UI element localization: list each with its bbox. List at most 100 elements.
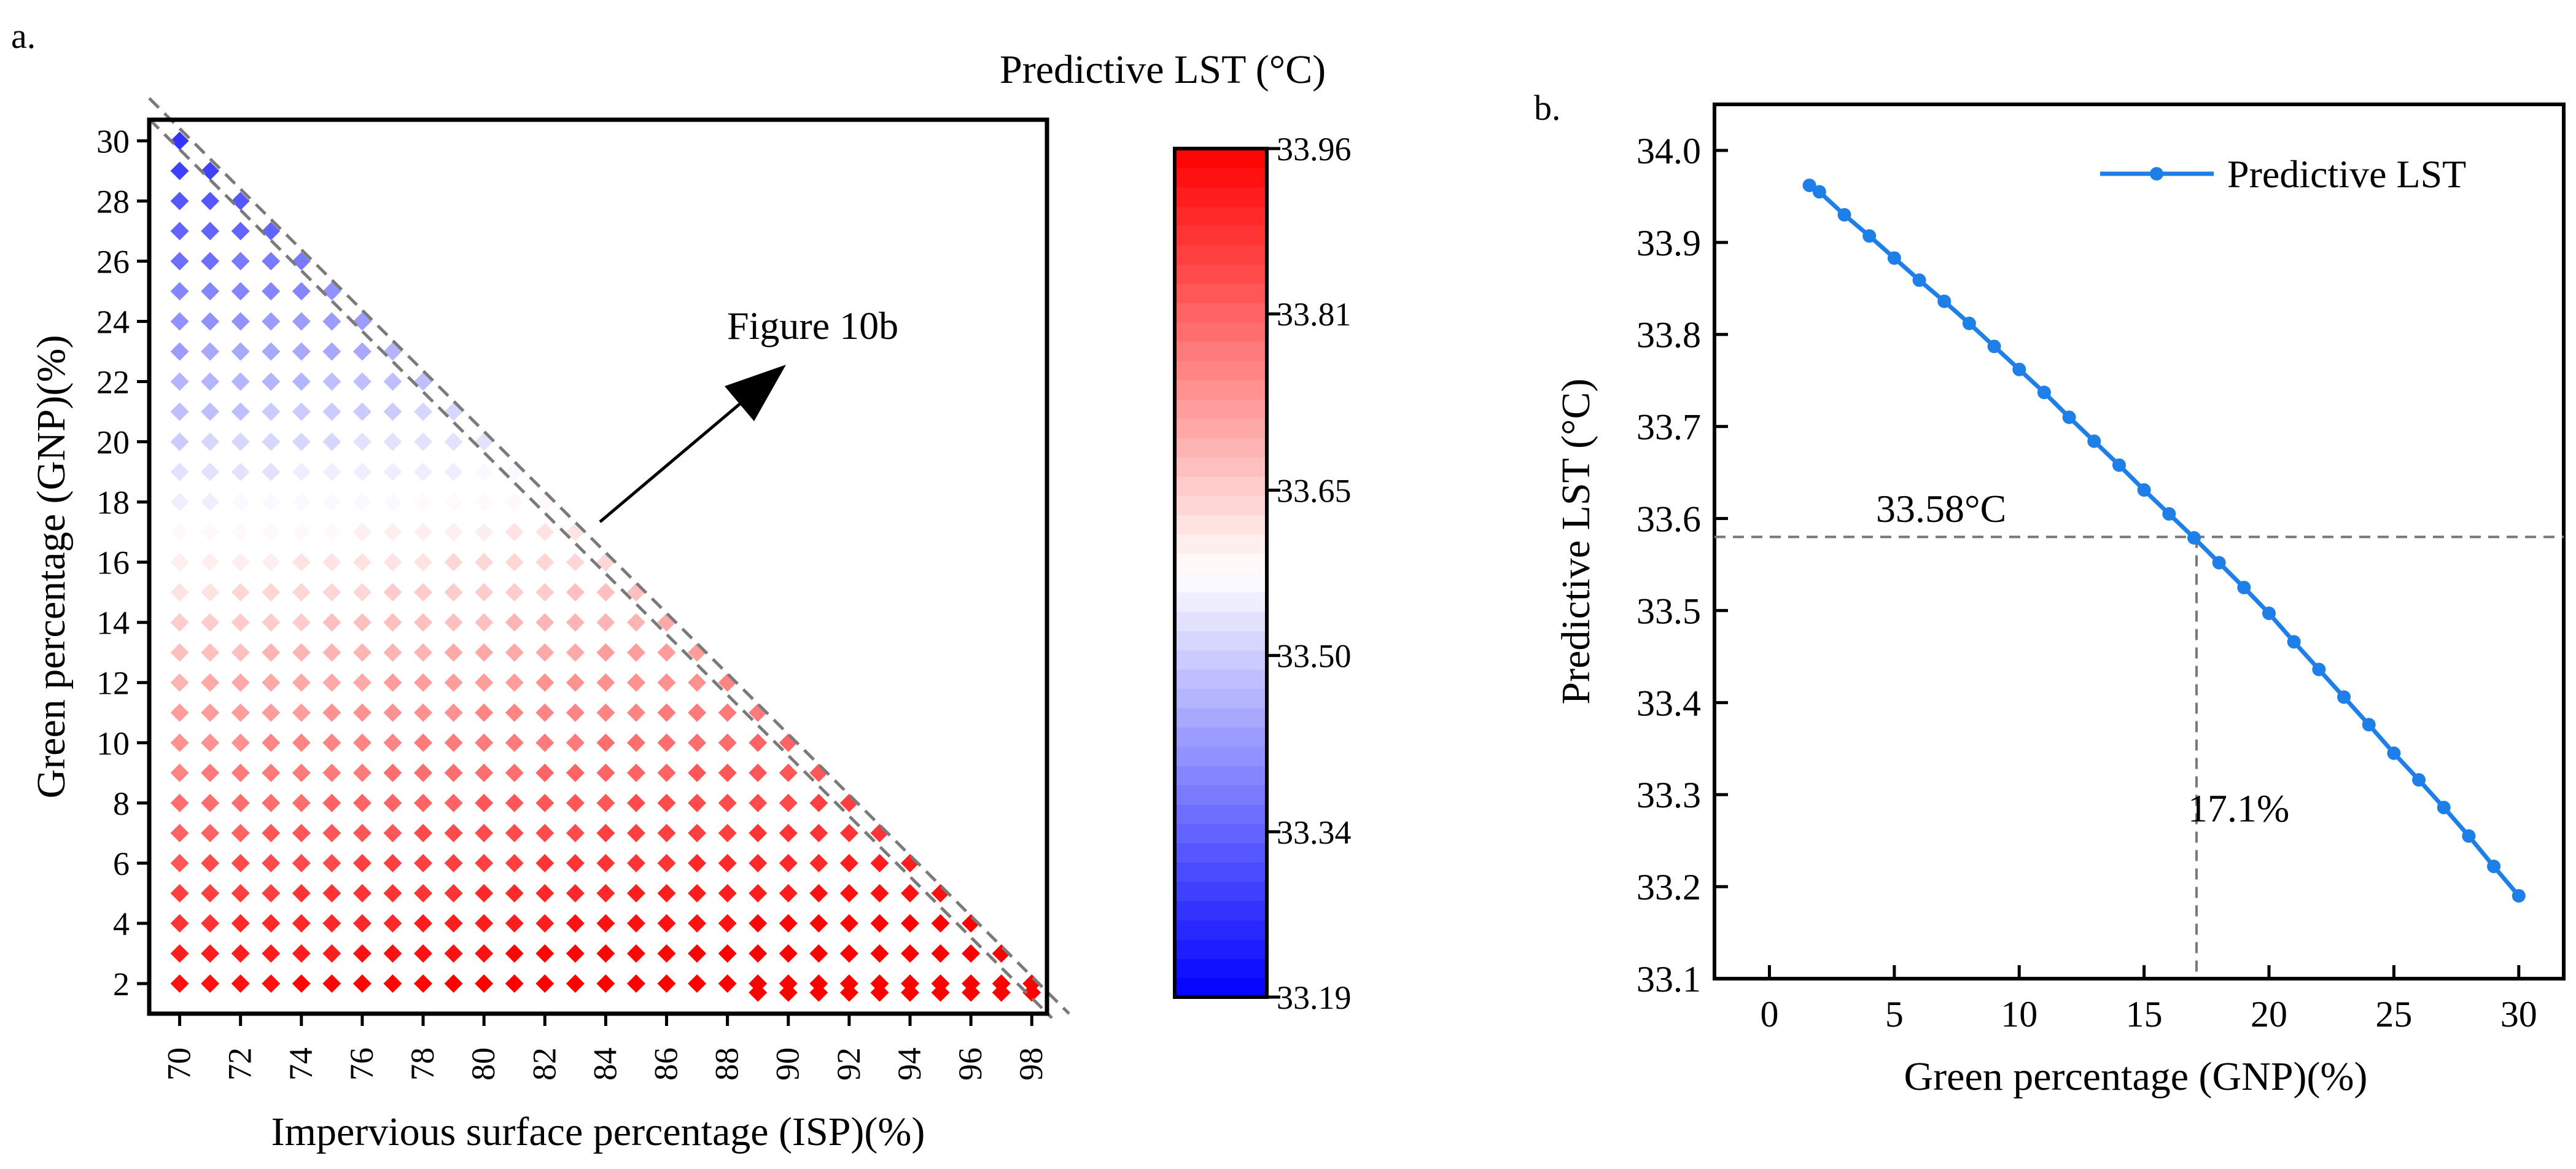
heatmap-point [292, 733, 311, 752]
heatmap-point [566, 553, 585, 572]
heatmap-point [535, 613, 555, 632]
colorbar-band [1175, 438, 1267, 458]
heatmap-point [414, 823, 433, 842]
heatmap-point [352, 312, 372, 331]
heatmap-point [231, 462, 250, 481]
heatmap-point [292, 944, 311, 963]
heatmap-point [535, 673, 555, 692]
heatmap-point [262, 312, 281, 331]
colorbar-title: Predictive LST (°C) [1000, 47, 1326, 92]
heatmap-point [352, 522, 372, 542]
heatmap-point [657, 853, 676, 872]
heatmap-point [505, 673, 524, 692]
heatmap-point [749, 733, 768, 752]
heatmap-point [414, 613, 433, 632]
heatmap-point [262, 222, 281, 241]
heatmap-point [322, 432, 341, 451]
heatmap-point [657, 974, 676, 993]
figure-10b-arrow [599, 395, 750, 523]
heatmap-point [718, 914, 737, 933]
heatmap-point [414, 553, 433, 572]
heatmap-point [352, 432, 372, 451]
data-point [1937, 294, 1951, 308]
heatmap-point [688, 673, 707, 692]
data-point [1987, 340, 2001, 354]
heatmap-point [170, 884, 189, 903]
heatmap-point [444, 522, 463, 542]
colorbar-band [1175, 669, 1267, 689]
heatmap-point [383, 884, 402, 903]
heatmap-point [535, 763, 555, 782]
heatmap-point [749, 944, 768, 963]
heatmap-point [505, 914, 524, 933]
heatmap-point [718, 733, 737, 752]
heatmap-point [475, 613, 494, 632]
heatmap-point [900, 944, 919, 963]
heatmap-point [170, 793, 189, 812]
heatmap-point [322, 342, 341, 361]
heatmap-point [566, 733, 585, 752]
heatmap-point [414, 492, 433, 511]
heatmap-point [718, 974, 737, 993]
colorbar-band [1175, 727, 1267, 747]
heatmap-point [170, 432, 189, 451]
data-point [1962, 316, 1976, 330]
heatmap-point [870, 914, 889, 933]
heatmap-point [383, 703, 402, 722]
heatmap-point [718, 853, 737, 872]
heatmap-point [444, 673, 463, 692]
data-point [2087, 434, 2101, 448]
heatmap-point [444, 492, 463, 511]
heatmap-point [322, 462, 341, 481]
heatmap-point [475, 492, 494, 511]
heatmap-point [231, 703, 250, 722]
heatmap-point [352, 583, 372, 602]
colorbar-band [1175, 283, 1267, 303]
heatmap-point [566, 944, 585, 963]
heatmap-point [231, 643, 250, 662]
heatmap-y-tick-label: 2 [113, 966, 130, 1003]
heatmap-points [170, 131, 1041, 1002]
heatmap-point [262, 643, 281, 662]
heatmap-point [352, 974, 372, 993]
heatmap-point [505, 793, 524, 812]
heatmap-point [839, 884, 858, 903]
heatmap-point [322, 703, 341, 722]
heatmap-point [201, 673, 220, 692]
heatmap-point [170, 643, 189, 662]
heatmap-point [383, 974, 402, 993]
heatmap-point [596, 733, 615, 752]
heatmap-point [475, 522, 494, 542]
heatmap-point [505, 733, 524, 752]
heatmap-point [809, 884, 828, 903]
heatmap-y-tick-label: 16 [96, 545, 130, 581]
heatmap-point [292, 553, 311, 572]
data-point [2287, 635, 2301, 649]
heatmap-point [292, 643, 311, 662]
legend: Predictive LST [2100, 152, 2466, 196]
heatmap-point [414, 462, 433, 481]
heatmap-point [688, 853, 707, 872]
heatmap-point [292, 462, 311, 481]
heatmap-point [322, 853, 341, 872]
data-point [1812, 185, 1826, 199]
heatmap-point [322, 372, 341, 391]
heatmap-point [657, 823, 676, 842]
heatmap-point [931, 914, 950, 933]
heatmap-point [444, 583, 463, 602]
line-y-tick-label: 34.0 [1636, 131, 1701, 171]
heatmap-point [839, 983, 858, 1002]
heatmap-point [596, 613, 615, 632]
data-point [2037, 386, 2051, 400]
heatmap-point [352, 613, 372, 632]
heatmap-point [352, 823, 372, 842]
line-plot-frame [1713, 103, 2566, 981]
data-point [2187, 531, 2201, 545]
heatmap-point [657, 914, 676, 933]
heatmap-point [292, 282, 311, 301]
heatmap-point [475, 853, 494, 872]
heatmap-point [444, 553, 463, 572]
data-point [2362, 718, 2376, 732]
heatmap-y-tick-label: 18 [96, 484, 130, 521]
data-point [1887, 251, 1901, 265]
